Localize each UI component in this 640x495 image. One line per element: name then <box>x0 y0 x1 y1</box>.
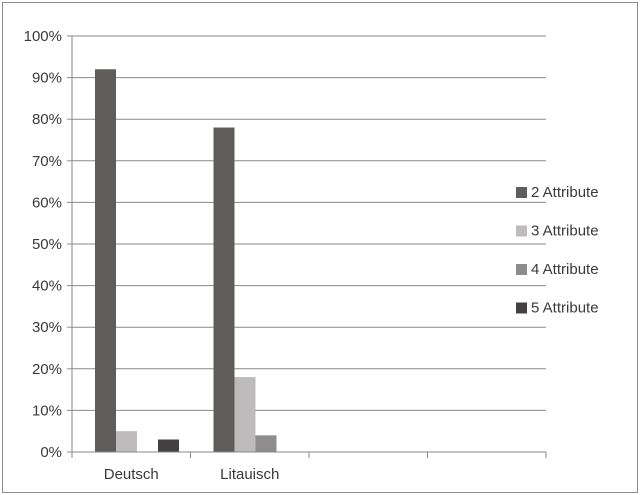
gridlines <box>72 35 546 411</box>
y-tick-label: 70% <box>32 153 62 170</box>
y-tick-label: 100% <box>24 28 62 45</box>
x-category-label: Deutsch <box>104 466 159 483</box>
y-tick-label: 10% <box>32 402 62 419</box>
legend-item: 4 Attribute <box>516 261 599 278</box>
bar-2-attribute-litauisch <box>213 127 235 453</box>
y-tick-label: 30% <box>32 319 62 336</box>
legend-item: 5 Attribute <box>516 300 599 317</box>
y-tick-label: 50% <box>32 236 62 253</box>
legend-swatch <box>516 302 527 314</box>
y-tick-label: 80% <box>32 111 62 128</box>
y-tick-label: 90% <box>32 70 62 87</box>
x-axis-labels: Deutsch Litauisch <box>104 466 280 483</box>
bars <box>95 69 277 453</box>
y-tick-label: 0% <box>40 444 62 461</box>
legend-label: 5 Attribute <box>531 300 599 317</box>
axes <box>71 36 547 458</box>
bar-3-attribute-litauisch <box>234 377 256 452</box>
y-tick-label: 20% <box>32 361 62 378</box>
y-tick-label: 60% <box>32 194 62 211</box>
legend-swatch <box>516 264 527 275</box>
bar-3-attribute-deutsch <box>116 431 137 452</box>
bar-5-attribute-deutsch <box>158 439 179 452</box>
legend-label: 4 Attribute <box>531 261 599 278</box>
legend-item: 2 Attribute <box>516 184 599 201</box>
x-category-label: Litauisch <box>220 466 279 483</box>
y-tick-label: 40% <box>32 278 62 295</box>
legend-label: 2 Attribute <box>531 184 599 201</box>
legend-swatch <box>516 187 527 198</box>
bar-4-attribute-litauisch <box>255 435 277 452</box>
bar-2-attribute-deutsch <box>95 69 116 452</box>
y-axis-ticks: 0% 10% 20% 30% 40% 50% 60% 70% 80% 90% 100% <box>24 28 72 461</box>
legend: 2 Attribute 3 Attribute 4 Attribute 5 Attri… <box>516 184 599 317</box>
legend-swatch <box>516 225 527 237</box>
legend-item: 3 Attribute <box>516 223 599 240</box>
legend-label: 3 Attribute <box>531 223 599 240</box>
